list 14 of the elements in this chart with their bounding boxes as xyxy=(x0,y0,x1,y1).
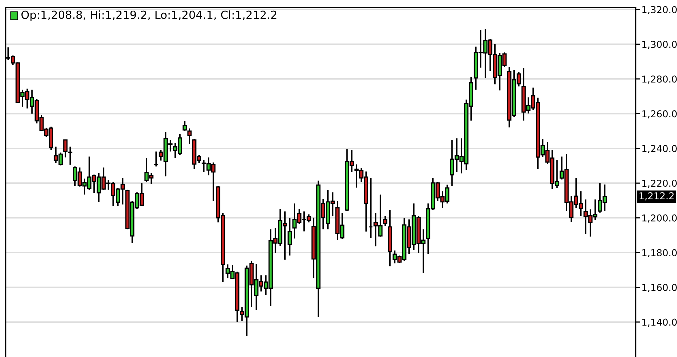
y-tick-label: 1,160.0 xyxy=(642,284,677,292)
y-tick-label: 1,180.0 xyxy=(642,249,677,258)
candlestick xyxy=(288,218,292,256)
y-tick-label: 1,300.0 xyxy=(642,41,677,50)
y-tick-label: 1,320.0 xyxy=(642,6,677,14)
candlestick xyxy=(154,151,158,168)
text: 1,212.2 xyxy=(640,192,674,201)
y-tick-label: 1,140.0 xyxy=(642,318,677,327)
y-tick-label: 1,220.0 xyxy=(642,180,677,188)
y-tick-label: 1,240.0 xyxy=(642,145,677,154)
y-tick-label: 1,260.0 xyxy=(642,110,677,119)
annotation: Op:1,208.8, Hi:1,219.2, Lo:1,204.1, Cl:1,212.2 xyxy=(22,10,277,22)
y-tick-label: 1,280.0 xyxy=(642,76,677,84)
y-tick-label: 1,200.0 xyxy=(642,214,677,223)
